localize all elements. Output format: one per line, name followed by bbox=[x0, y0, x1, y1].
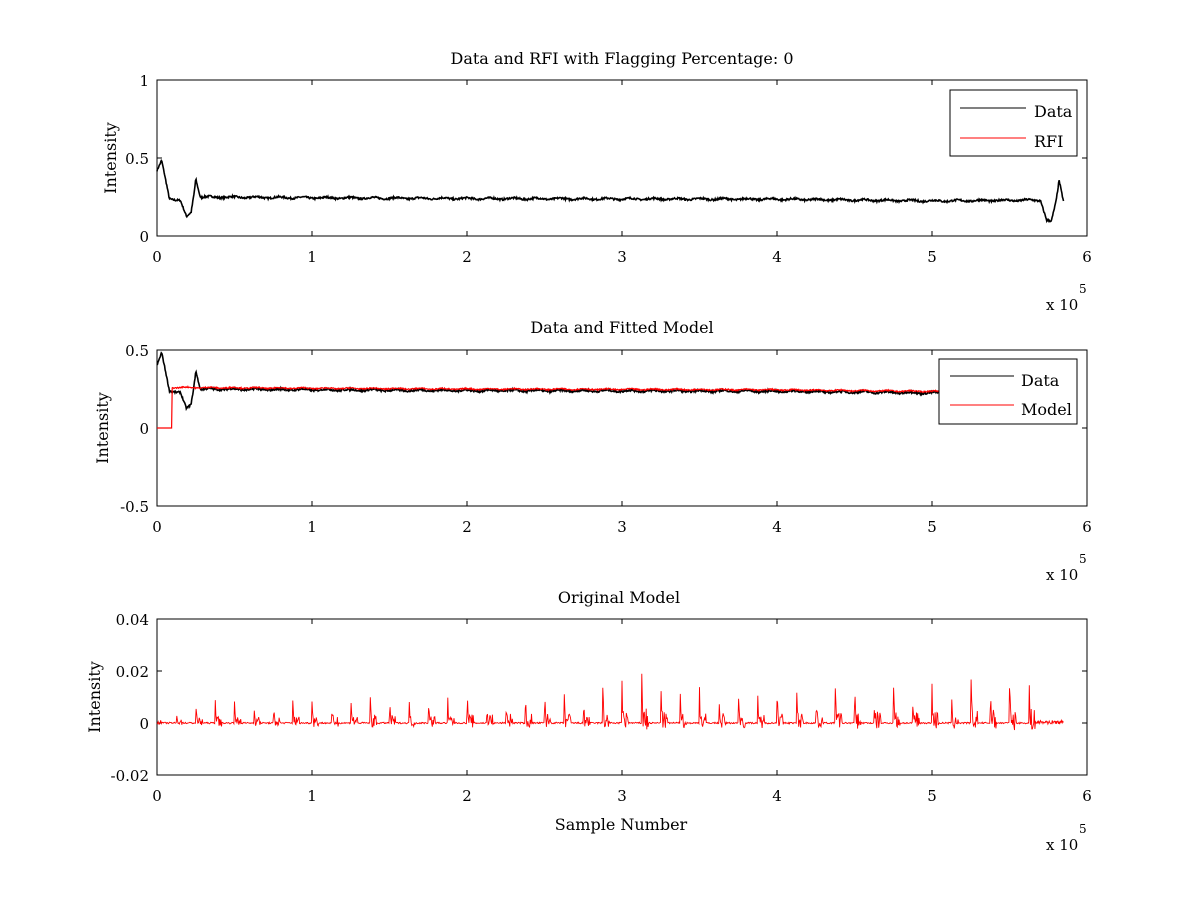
y-tick-labels: -0.02 0 0.02 0.04 bbox=[111, 611, 149, 785]
x-tick-label: 5 bbox=[927, 518, 937, 536]
y-tick-label: 0.02 bbox=[116, 663, 149, 681]
y-tick-label: 0 bbox=[139, 715, 149, 733]
axes-box bbox=[156, 79, 1088, 237]
chart-title: Data and RFI with Flagging Percentage: 0 bbox=[450, 49, 793, 68]
x-axis-label: Sample Number bbox=[555, 815, 688, 834]
x-tick-label: 0 bbox=[152, 787, 162, 805]
x-tick-label: 2 bbox=[462, 518, 472, 536]
legend-label-data: Data bbox=[1021, 371, 1060, 390]
x-tick-label: 2 bbox=[462, 248, 472, 266]
x-tick-label: 4 bbox=[772, 248, 782, 266]
legend-label-data: Data bbox=[1034, 102, 1073, 121]
legend-label-model: Model bbox=[1021, 400, 1072, 419]
x-tick-label: 5 bbox=[927, 787, 937, 805]
tick-marks bbox=[156, 79, 1088, 237]
x-multiplier: x 10 bbox=[1046, 566, 1078, 584]
x-tick-label: 2 bbox=[462, 787, 472, 805]
y-tick-label: 1 bbox=[139, 72, 149, 90]
legend: Data Model bbox=[938, 358, 1078, 425]
plot-area bbox=[156, 351, 940, 429]
tick-marks bbox=[156, 618, 1088, 776]
x-multiplier-exponent: 5 bbox=[1079, 282, 1087, 296]
y-tick-label: 0.5 bbox=[125, 342, 149, 360]
x-tick-label: 1 bbox=[307, 787, 317, 805]
series-line-model bbox=[157, 385, 940, 429]
x-tick-label: 5 bbox=[927, 248, 937, 266]
series-line-original-model bbox=[156, 673, 1064, 731]
x-tick-labels: 0 1 2 3 4 5 6 bbox=[152, 518, 1092, 536]
x-tick-label: 6 bbox=[1082, 787, 1092, 805]
y-axis-label: Intensity bbox=[85, 661, 104, 733]
y-axis-label: Intensity bbox=[93, 392, 112, 464]
x-tick-label: 1 bbox=[307, 518, 317, 536]
y-tick-label: 0 bbox=[139, 228, 149, 246]
y-tick-label: 0.5 bbox=[125, 150, 149, 168]
x-tick-label: 4 bbox=[772, 787, 782, 805]
x-tick-label: 0 bbox=[152, 518, 162, 536]
legend-box bbox=[949, 89, 1078, 157]
series-line-data bbox=[156, 159, 1065, 224]
x-tick-label: 3 bbox=[617, 518, 627, 536]
y-tick-labels: -0.5 0 0.5 bbox=[120, 342, 149, 516]
y-tick-labels: 0 0.5 1 bbox=[125, 72, 149, 246]
legend-box bbox=[938, 358, 1078, 425]
x-tick-label: 0 bbox=[152, 248, 162, 266]
y-tick-label: -0.5 bbox=[120, 498, 149, 516]
x-tick-labels: 0 1 2 3 4 5 6 bbox=[152, 248, 1092, 266]
panel-data-model: Data and Fitted Model Intensity -0.5 0 0… bbox=[93, 318, 1092, 584]
y-tick-label: 0 bbox=[139, 420, 149, 438]
chart-title: Original Model bbox=[558, 588, 680, 607]
legend: Data RFI bbox=[949, 89, 1078, 157]
x-tick-label: 6 bbox=[1082, 248, 1092, 266]
panel-original-model: Original Model Intensity -0.02 0 0.02 0.… bbox=[85, 588, 1092, 854]
y-tick-label: 0.04 bbox=[116, 611, 149, 629]
panel-data-rfi: Data and RFI with Flagging Percentage: 0… bbox=[101, 49, 1092, 314]
y-axis-label: Intensity bbox=[101, 122, 120, 194]
x-tick-labels: 0 1 2 3 4 5 6 bbox=[152, 787, 1092, 805]
x-multiplier: x 10 bbox=[1046, 836, 1078, 854]
x-tick-label: 3 bbox=[617, 248, 627, 266]
plot-area bbox=[156, 159, 1065, 224]
plot-area bbox=[156, 673, 1064, 731]
chart-title: Data and Fitted Model bbox=[530, 318, 713, 337]
x-multiplier: x 10 bbox=[1046, 296, 1078, 314]
x-multiplier-exponent: 5 bbox=[1079, 822, 1087, 836]
x-tick-label: 4 bbox=[772, 518, 782, 536]
x-tick-label: 3 bbox=[617, 787, 627, 805]
x-tick-label: 6 bbox=[1082, 518, 1092, 536]
series-line-data bbox=[156, 351, 940, 412]
x-multiplier-exponent: 5 bbox=[1079, 552, 1087, 566]
tick-marks bbox=[156, 349, 1088, 507]
x-tick-label: 1 bbox=[307, 248, 317, 266]
legend-label-rfi: RFI bbox=[1034, 132, 1063, 151]
axes-box bbox=[156, 349, 1088, 507]
y-tick-label: -0.02 bbox=[111, 767, 149, 785]
